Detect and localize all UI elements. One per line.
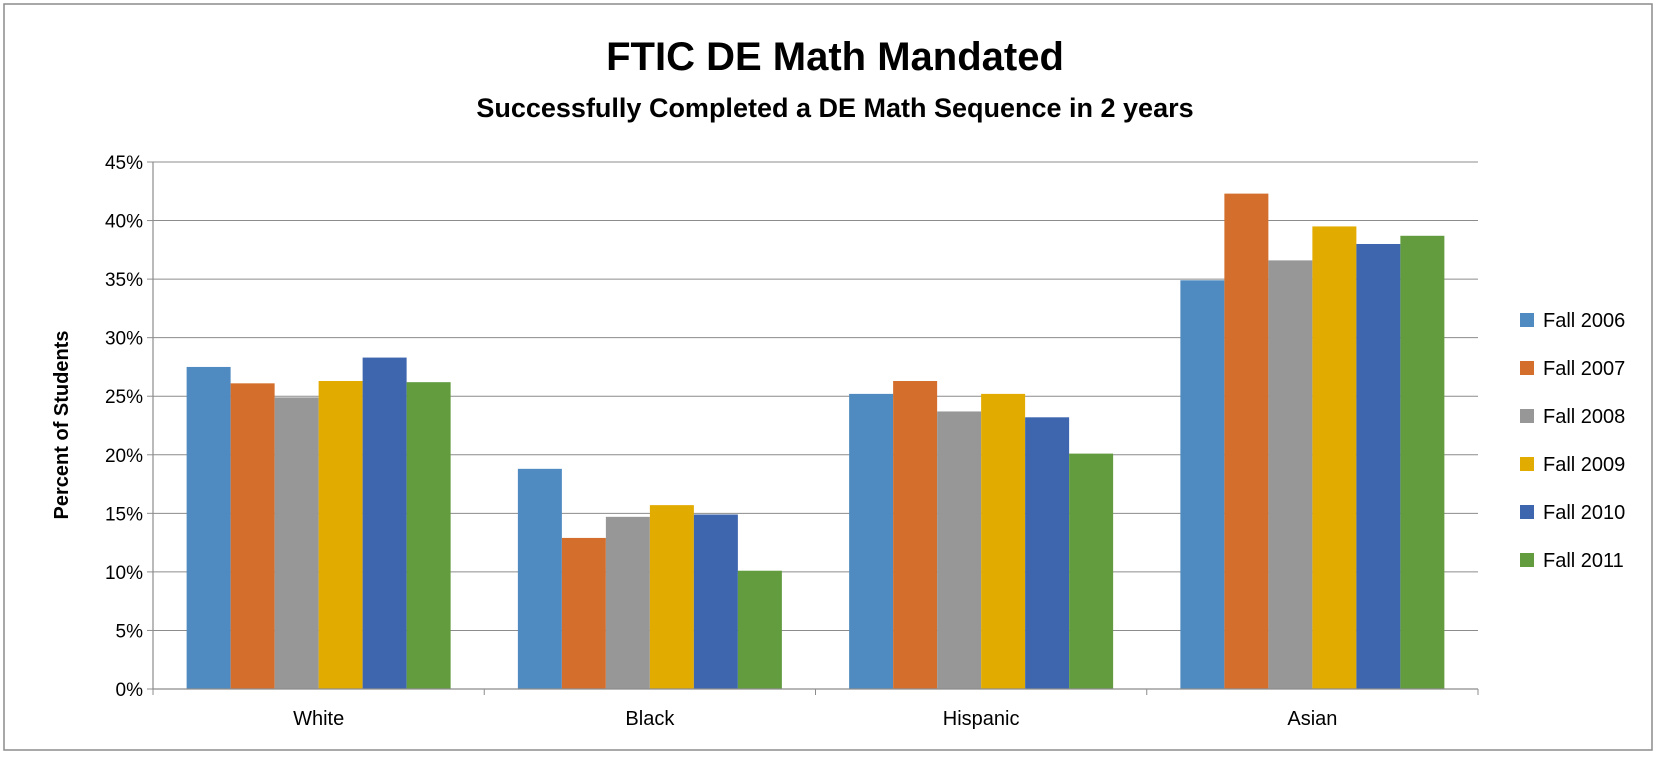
- bar: [517, 468, 562, 689]
- chart-title: FTIC DE Math Mandated: [606, 35, 1064, 79]
- bar: [981, 393, 1026, 689]
- x-category-label: Asian: [1287, 708, 1337, 730]
- legend-label: Fall 2007: [1543, 358, 1625, 380]
- bar: [737, 570, 782, 689]
- bar: [230, 383, 275, 689]
- bar: [362, 357, 407, 689]
- bar: [1180, 280, 1225, 689]
- bar: [605, 516, 650, 689]
- legend-swatch: [1520, 505, 1534, 519]
- y-tick-label: 25%: [105, 387, 143, 408]
- bars: [186, 193, 1445, 689]
- bar: [318, 380, 363, 689]
- bar: [1356, 243, 1401, 689]
- bar: [1069, 453, 1114, 689]
- y-tick-label: 40%: [105, 212, 143, 233]
- legend-label: Fall 2006: [1543, 310, 1625, 332]
- bar: [1400, 235, 1445, 689]
- x-category-label: Hispanic: [943, 708, 1020, 730]
- y-tick-label: 30%: [105, 329, 143, 350]
- x-category-label: White: [293, 708, 344, 730]
- legend-swatch: [1520, 457, 1534, 471]
- bar: [693, 514, 738, 689]
- bar: [893, 380, 938, 689]
- axes: 0% 5% 10% 15% 20% 25% 30% 35% 40% 45% White Black Hi…: [105, 153, 1479, 730]
- bar: [1025, 417, 1070, 689]
- y-tick-label: 10%: [105, 563, 143, 584]
- y-axis-label: Percent of Students: [51, 331, 73, 520]
- y-tick-label: 20%: [105, 446, 143, 467]
- x-category-label: Black: [625, 708, 675, 730]
- bar: [849, 393, 894, 689]
- legend-swatch: [1520, 361, 1534, 375]
- legend-swatch: [1520, 553, 1534, 567]
- legend-label: Fall 2009: [1543, 454, 1625, 476]
- chart-subtitle: Successfully Completed a DE Math Sequenc…: [476, 93, 1193, 123]
- legend-label: Fall 2010: [1543, 502, 1625, 524]
- legend-swatch: [1520, 313, 1534, 327]
- bar: [274, 397, 319, 689]
- legend-label: Fall 2008: [1543, 406, 1625, 428]
- bar: [1312, 226, 1357, 689]
- bar: [649, 505, 694, 689]
- bar: [1224, 193, 1269, 689]
- y-tick-label: 15%: [105, 504, 143, 525]
- bar: [937, 411, 982, 689]
- bar: [1268, 260, 1313, 689]
- bar: [561, 537, 606, 689]
- y-tick-label: 0%: [116, 680, 144, 701]
- bar: [186, 366, 231, 689]
- y-tick-label: 5%: [116, 621, 144, 642]
- bar: [406, 382, 451, 689]
- legend-swatch: [1520, 409, 1534, 423]
- y-tick-label: 35%: [105, 270, 143, 291]
- legend: Fall 2006 Fall 2007 Fall 2008 Fall 2009 Fall…: [1520, 310, 1625, 572]
- legend-label: Fall 2011: [1543, 550, 1624, 572]
- y-tick-label: 45%: [105, 153, 143, 174]
